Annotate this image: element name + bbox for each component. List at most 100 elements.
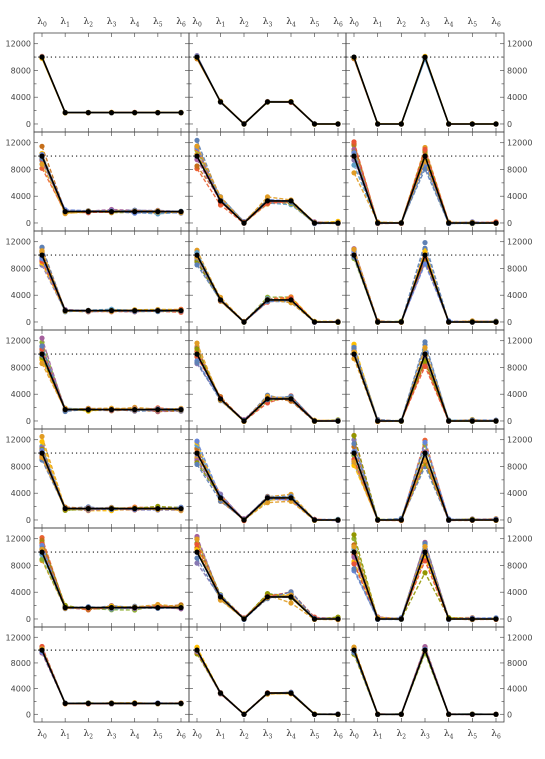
target-point	[85, 308, 91, 314]
target-point	[132, 110, 138, 116]
target-point	[311, 319, 318, 325]
target-point	[178, 209, 184, 215]
target-point	[194, 54, 200, 60]
y-tick-label-left: 4000	[11, 489, 31, 498]
target-point	[493, 418, 499, 424]
target-point	[375, 319, 381, 325]
panel-r5-c2	[188, 428, 347, 529]
x-tick-label-bottom: λ0	[192, 729, 202, 741]
y-tick-label-right: 12000	[507, 238, 532, 247]
series-line	[196, 140, 339, 225]
target-point	[62, 308, 68, 314]
target-point	[446, 220, 452, 226]
series-point	[422, 146, 428, 152]
series-line	[196, 148, 339, 224]
x-tick-label-bottom: λ1	[216, 729, 226, 741]
y-tick-label-left: 12000	[6, 633, 31, 642]
target-point	[311, 711, 318, 717]
series-line	[196, 537, 339, 621]
series-point	[351, 441, 357, 447]
series-line	[41, 646, 182, 705]
target-point	[446, 711, 452, 717]
y-tick-label-left: 12000	[6, 436, 31, 445]
target-point	[241, 319, 247, 325]
series-line	[196, 448, 338, 521]
y-tick-label-left: 4000	[11, 390, 31, 399]
series-line	[353, 647, 497, 716]
series-line	[196, 452, 339, 522]
target-point	[194, 351, 200, 357]
series-line	[196, 653, 339, 716]
series-line	[196, 538, 339, 621]
series-point	[351, 459, 357, 465]
target-point	[85, 605, 91, 611]
target-point	[178, 700, 184, 707]
y-tick-label-left: 0	[26, 219, 31, 228]
target-point	[398, 711, 404, 717]
y-tick-label-left: 4000	[11, 588, 31, 597]
panel-r2-c2	[188, 131, 347, 232]
series-point	[39, 248, 45, 254]
series-point	[194, 541, 200, 547]
series-line	[353, 644, 496, 716]
target-point	[217, 594, 224, 600]
y-tick-label-right: 4000	[507, 489, 527, 498]
series-line	[196, 153, 339, 225]
target-point	[241, 418, 247, 424]
target-point	[351, 647, 357, 653]
series-point	[351, 433, 357, 439]
series-point	[39, 433, 45, 440]
target-point	[493, 220, 499, 226]
series-line	[196, 354, 339, 423]
y-tick-label-left: 4000	[11, 291, 31, 300]
series-line	[196, 261, 339, 324]
series-line	[353, 648, 497, 716]
target-point	[39, 549, 45, 555]
series-line	[41, 56, 182, 114]
series-point	[194, 262, 200, 268]
y-tick-label-left: 12000	[6, 40, 31, 49]
series-line	[196, 452, 339, 522]
x-tick-label-top: λ5	[153, 17, 163, 29]
target-point	[351, 351, 357, 357]
series-line	[196, 650, 339, 715]
x-tick-label-top: λ0	[349, 17, 359, 29]
target-point	[155, 407, 161, 413]
series-line	[196, 651, 339, 716]
y-tick-label-left: 4000	[11, 93, 31, 102]
y-tick-label-right: 4000	[507, 685, 527, 694]
target-point	[241, 517, 247, 523]
series-line	[196, 57, 339, 125]
target-point	[469, 319, 475, 325]
series-point	[351, 170, 357, 176]
target-point	[351, 54, 357, 60]
target-point	[178, 407, 184, 413]
series-line	[196, 57, 338, 125]
target-point	[217, 297, 224, 303]
series-line	[41, 648, 182, 705]
series-line	[353, 55, 497, 125]
series-point	[422, 261, 428, 267]
target-point	[422, 252, 428, 258]
target-point	[288, 198, 294, 204]
target-line	[196, 649, 338, 716]
y-tick-label-right: 8000	[507, 66, 527, 75]
series-line	[353, 56, 496, 125]
panel-r7-c3	[345, 626, 505, 723]
y-tick-label-left: 12000	[6, 535, 31, 544]
series-line	[196, 55, 339, 125]
target-point	[288, 690, 294, 696]
series-point	[422, 248, 428, 254]
y-tick-label-left: 0	[26, 710, 31, 719]
series-line	[196, 146, 339, 224]
series-line	[353, 646, 496, 715]
series-line	[196, 348, 339, 423]
x-tick-label-bottom: λ0	[349, 729, 359, 741]
panel-frame	[33, 329, 190, 430]
series-line	[196, 346, 339, 423]
target-point	[85, 209, 91, 215]
target-point	[155, 209, 161, 215]
y-tick-label-right: 4000	[507, 390, 527, 399]
target-point	[178, 506, 184, 512]
series-point	[39, 343, 45, 349]
